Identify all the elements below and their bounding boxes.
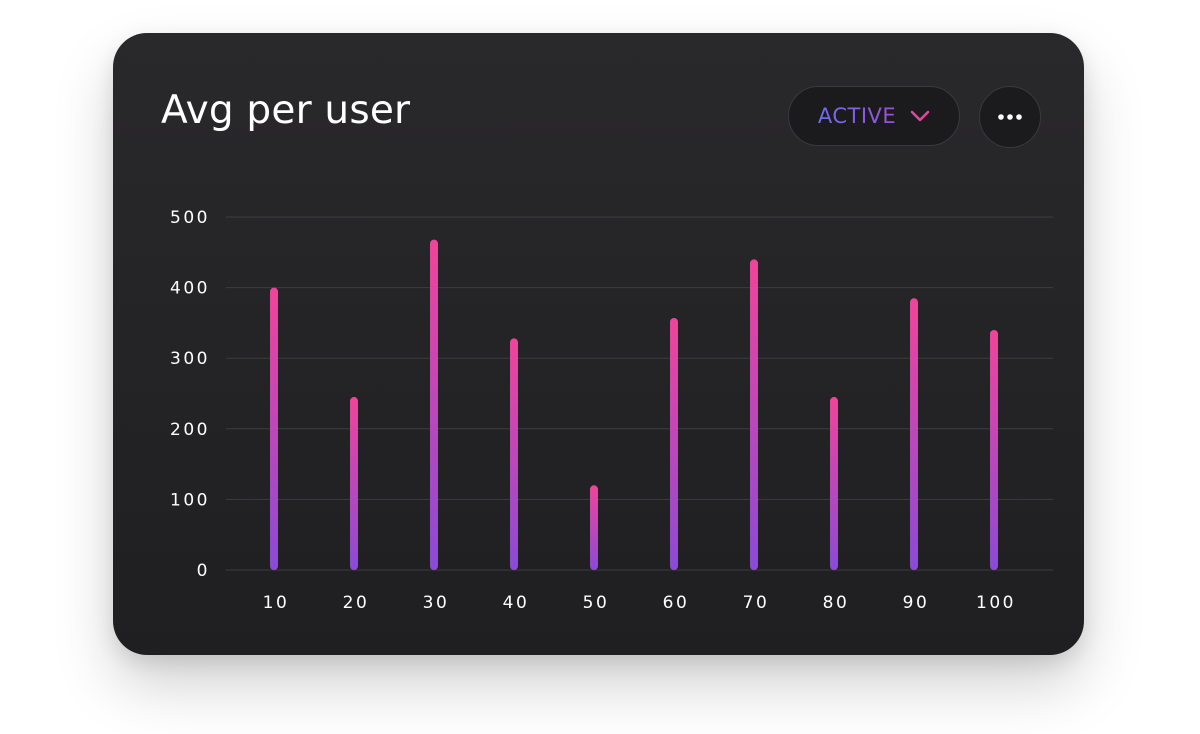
bar-20 <box>350 397 358 570</box>
bar-70 <box>750 259 758 570</box>
x-tick-label: 30 <box>423 593 450 613</box>
more-options-button[interactable] <box>979 86 1041 148</box>
y-tick-label: 400 <box>170 279 210 299</box>
bar-100 <box>990 329 998 570</box>
x-axis-ticks: 10 20 30 40 50 60 70 80 90 100 <box>263 593 1016 613</box>
x-tick-label: 10 <box>263 593 290 613</box>
x-tick-label: 40 <box>503 593 530 613</box>
y-tick-label: 300 <box>170 349 210 369</box>
x-tick-label: 20 <box>343 593 370 613</box>
x-tick-label: 70 <box>743 593 770 613</box>
x-tick-label: 60 <box>663 593 690 613</box>
chart-card: Avg per user ACTIVE 0 100 200 300 400 500 10 2… <box>113 33 1084 655</box>
y-axis-ticks: 0 100 200 300 400 500 <box>170 208 210 581</box>
y-tick-label: 0 <box>197 561 210 581</box>
bar-50 <box>590 485 598 570</box>
card-title: Avg per user <box>161 88 411 133</box>
more-horizontal-icon <box>998 114 1022 120</box>
bars <box>270 239 998 571</box>
chevron-down-icon <box>910 110 930 122</box>
y-tick-label: 500 <box>170 208 210 228</box>
x-tick-label: 90 <box>903 593 930 613</box>
bar-30 <box>430 239 438 571</box>
bar-40 <box>510 338 518 570</box>
x-tick-label: 100 <box>976 593 1016 613</box>
x-tick-label: 80 <box>823 593 850 613</box>
filter-label: ACTIVE <box>817 103 897 128</box>
bar-60 <box>670 317 678 570</box>
bar-80 <box>830 397 838 570</box>
y-tick-label: 200 <box>170 420 210 440</box>
bar-90 <box>910 298 918 570</box>
y-tick-label: 100 <box>170 490 210 510</box>
filter-dropdown-button[interactable]: ACTIVE <box>788 86 960 146</box>
bar-chart: 0 100 200 300 400 500 10 20 30 40 50 60 70 80 90 100 <box>170 208 1053 613</box>
bar-10 <box>270 287 278 570</box>
x-tick-label: 50 <box>583 593 610 613</box>
